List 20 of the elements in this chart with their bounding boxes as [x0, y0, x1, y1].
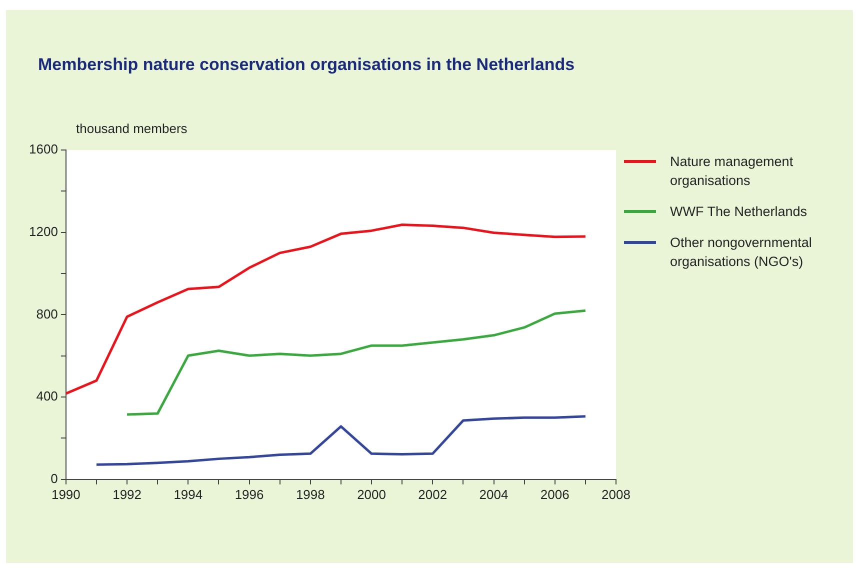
y-axis-title: thousand members	[76, 121, 188, 136]
x-tick-label: 1992	[112, 486, 142, 502]
y-tick-label: 400	[36, 388, 58, 404]
y-tick-label: 0	[50, 470, 58, 486]
chart-title: Membership nature conservation organisations in the Netherlands	[38, 55, 575, 75]
x-tick-label: 2002	[418, 486, 448, 502]
x-tick-label: 1994	[174, 486, 203, 502]
x-tick-label: 2000	[357, 486, 386, 502]
x-tick-label: 1996	[234, 486, 264, 502]
legend-label: Nature management organisations	[670, 153, 794, 190]
legend-label: Other nongovernmental organisations (NGO's)	[670, 234, 813, 271]
legend-label: WWF The Netherlands	[670, 203, 808, 221]
y-tick-label: 1200	[29, 224, 58, 239]
x-tick-label: 2004	[479, 486, 508, 502]
x-tick-label: 1990	[51, 486, 80, 502]
y-tick-label: 1600	[29, 142, 58, 157]
x-tick-label: 1998	[296, 486, 325, 502]
x-tick-label: 2006	[540, 486, 570, 502]
x-tick-label: 2008	[602, 486, 630, 502]
y-tick-label: 800	[36, 306, 58, 322]
